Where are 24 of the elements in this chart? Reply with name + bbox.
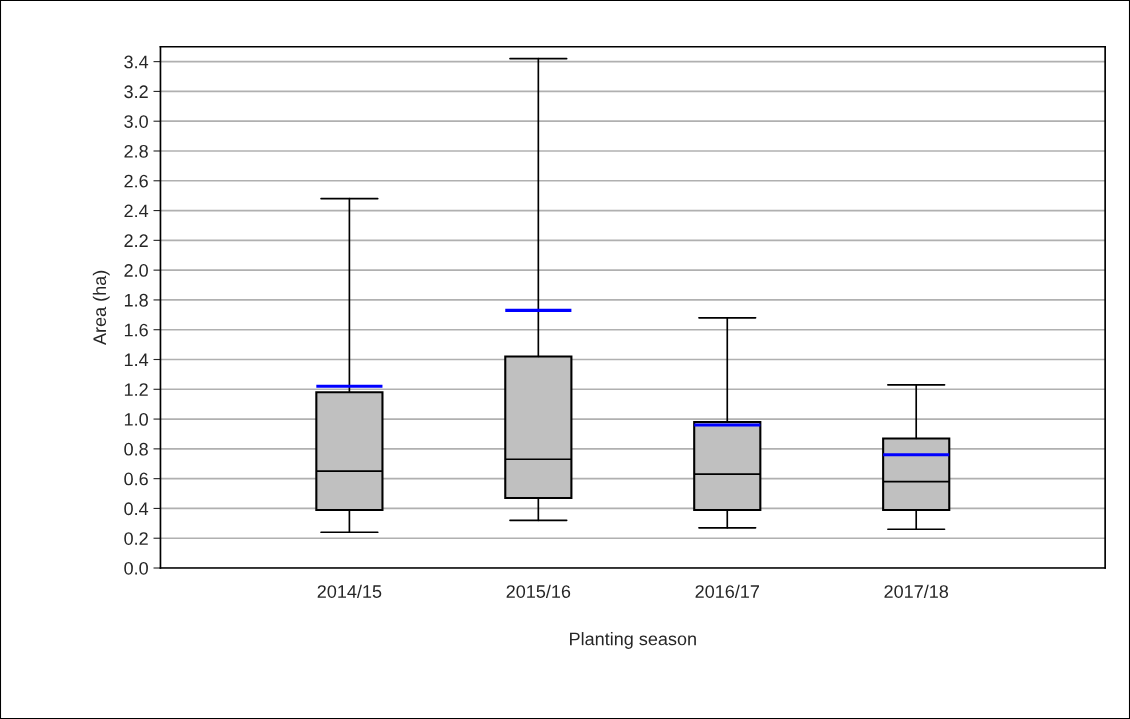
- y-tick-label: 2.4: [124, 204, 149, 218]
- y-tick-label: 1.8: [124, 293, 148, 307]
- y-tick-label: 0.6: [124, 472, 148, 486]
- y-tick-label: 2.8: [124, 144, 148, 158]
- x-tick-label: 2015/16: [506, 584, 571, 598]
- y-tick-label: 3.2: [124, 85, 148, 99]
- x-tick-label: 2014/15: [317, 584, 382, 598]
- y-tick-label: 0.4: [124, 502, 149, 516]
- y-tick-label: 0.2: [124, 532, 148, 545]
- y-tick-label: 1.6: [124, 323, 148, 337]
- y-tick-label: 1.4: [124, 353, 149, 367]
- y-tick-label: 2.0: [124, 264, 148, 277]
- y-tick-label: 2.6: [124, 174, 148, 188]
- x-axis-title: Planting season: [570, 632, 696, 649]
- y-tick-label: 2.2: [124, 234, 148, 247]
- y-tick-label: 1.0: [124, 413, 148, 426]
- y-tick-label: 0.0: [124, 561, 148, 575]
- y-tick-label: 1.2: [124, 383, 148, 396]
- y-tick-label: 3.4: [124, 55, 149, 69]
- x-tick-label: 2017/18: [884, 584, 949, 598]
- y-tick-label: 3.0: [124, 115, 148, 128]
- x-tick-label: 2016/17: [695, 584, 759, 598]
- y-tick-label: 0.8: [124, 442, 148, 456]
- y-axis-title: Area (ha): [92, 270, 110, 345]
